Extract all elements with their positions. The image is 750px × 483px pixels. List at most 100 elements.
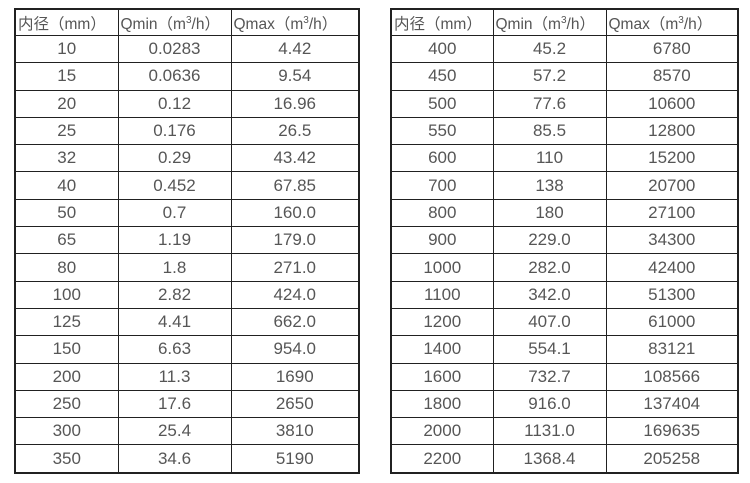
table-row: 1600 732.7 108566 [390,362,739,391]
table-cell: 80 [14,253,119,282]
table-cell: 3810 [230,417,360,446]
header-text: /h） [566,15,595,33]
header-text: /h） [191,15,220,33]
table-body: 400 45.2 6780 450 57.2 8570 500 77.6 10600 550 85.… [390,34,739,474]
table-cell: 12800 [605,116,739,146]
table-cell: 1131.0 [492,417,607,446]
table-cell: 450 [390,62,494,91]
table-cell: 160.0 [230,198,360,228]
table-row: 40 0.452 67.85 [14,171,360,200]
table-row: 65 1.19 179.0 [14,226,360,255]
table-cell: 15 [14,62,119,91]
table-row: 100 2.82 424.0 [14,280,360,309]
table-cell: 26.5 [230,116,360,146]
table-cell: 110 [492,144,607,173]
table-cell: 179.0 [230,226,360,255]
table-row: 1000 282.0 42400 [390,253,739,282]
header-text: /h） [308,15,338,33]
table-cell: 550 [390,116,494,146]
header-text: 内径（mm） [394,15,482,33]
table-cell: 0.29 [117,144,232,173]
table-cell: 137404 [605,389,739,419]
table-cell: 0.176 [117,116,232,146]
table-row: 1800 916.0 137404 [390,389,739,419]
table-cell: 1600 [390,362,494,391]
table-row: 1400 554.1 83121 [390,335,739,364]
table-cell: 0.0283 [117,34,232,64]
table-cell: 9.54 [230,62,360,91]
table-cell: 32 [14,144,119,173]
table-row: 250 17.6 2650 [14,389,360,419]
table-cell: 229.0 [492,226,607,255]
table-row: 2000 1131.0 169635 [390,417,739,446]
table-cell: 40 [14,171,119,200]
flow-table-small-diameters: 内径（mm） Qmin（m3/h） Qmax（m3/h） 10 0.0283 4.42 1… [14,8,360,474]
table-cell: 4.41 [117,307,232,337]
table-row: 125 4.41 662.0 [14,307,360,337]
header-text: Qmin（m [120,15,186,33]
table-cell: 8570 [605,62,739,91]
table-row: 600 110 15200 [390,144,739,173]
superscript: 3 [678,14,684,26]
table-cell: 43.42 [230,144,360,173]
table-row: 32 0.29 43.42 [14,144,360,173]
header-text: 内径（mm） [18,15,106,33]
table-cell: 34.6 [117,444,232,474]
table-cell: 900 [390,226,494,255]
table-header: 内径（mm） Qmin（m3/h） Qmax（m3/h） [14,8,360,36]
table-cell: 1.19 [117,226,232,255]
table-row: 1100 342.0 51300 [390,280,739,309]
table-cell: 150 [14,335,119,364]
table-row: 25 0.176 26.5 [14,116,360,146]
table-cell: 169635 [605,417,739,446]
table-cell: 77.6 [492,89,607,118]
column-header-1: Qmin（m3/h） [117,8,232,36]
table-cell: 45.2 [492,34,607,64]
table-cell: 1.8 [117,253,232,282]
table-cell: 1200 [390,307,494,337]
table-cell: 2200 [390,444,494,474]
table-cell: 350 [14,444,119,474]
superscript: 3 [303,14,309,26]
table-cell: 700 [390,171,494,200]
table-cell: 10600 [605,89,739,118]
table-cell: 10 [14,34,119,64]
superscript: 3 [560,14,567,26]
table-cell: 954.0 [230,335,360,364]
table-cell: 0.7 [117,198,232,228]
table-cell: 2.82 [117,280,232,309]
table-cell: 1100 [390,280,494,309]
table-cell: 0.452 [117,171,232,200]
table-cell: 400 [390,34,494,64]
table-cell: 65 [14,226,119,255]
table-row: 400 45.2 6780 [390,34,739,64]
table-row: 300 25.4 3810 [14,417,360,446]
table-cell: 85.5 [492,116,607,146]
table-cell: 4.42 [230,34,360,64]
flow-table-large-diameters: 内径（mm） Qmin（m3/h） Qmax（m3/h） 400 45.2 6780 45… [390,8,739,474]
table-cell: 205258 [605,444,739,474]
table-cell: 11.3 [117,362,232,391]
table-cell: 108566 [605,362,739,391]
column-header-0: 内径（mm） [14,8,119,36]
header-text: /h） [683,15,713,33]
table-cell: 500 [390,89,494,118]
table-cell: 424.0 [230,280,360,309]
table-body: 10 0.0283 4.42 15 0.0636 9.54 20 0.12 16.96 25 0.1… [14,34,360,474]
table-cell: 1368.4 [492,444,607,474]
table-row: 20 0.12 16.96 [14,89,360,118]
table-cell: 100 [14,280,119,309]
header-row: 内径（mm） Qmin（m3/h） Qmax（m3/h） [14,8,360,36]
table-cell: 15200 [605,144,739,173]
superscript: 3 [185,14,192,26]
table-cell: 50 [14,198,119,228]
table-row: 900 229.0 34300 [390,226,739,255]
header-text: Qmax（m [233,15,304,33]
table-row: 150 6.63 954.0 [14,335,360,364]
table-row: 80 1.8 271.0 [14,253,360,282]
table-cell: 57.2 [492,62,607,91]
column-header-0: 内径（mm） [390,8,494,36]
table-row: 450 57.2 8570 [390,62,739,91]
table-cell: 0.0636 [117,62,232,91]
